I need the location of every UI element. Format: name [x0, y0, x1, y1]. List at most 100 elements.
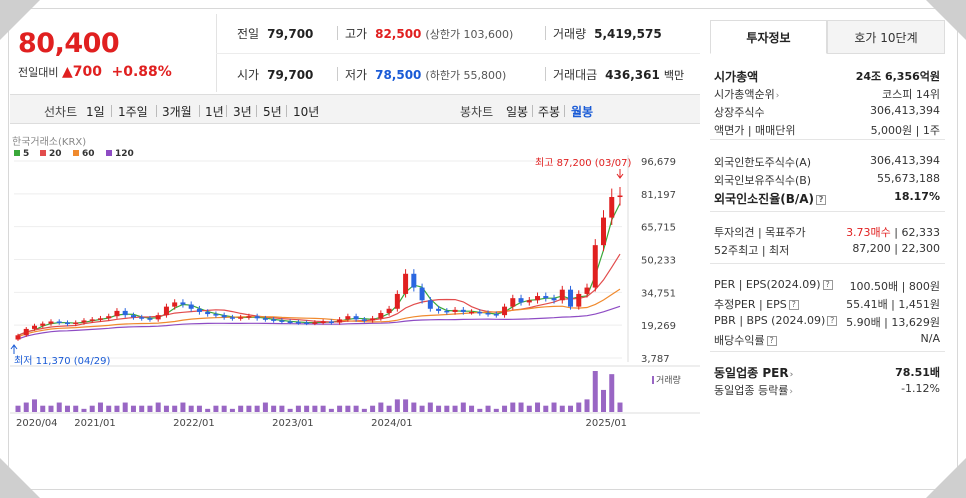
stat-high: 고가 82,500 (상한가 103,600)	[345, 25, 513, 42]
volume-bar	[543, 405, 549, 412]
tab-3y[interactable]: 3년	[233, 105, 252, 119]
candle-body	[97, 318, 103, 320]
sector-change-row[interactable]: 동일업종 등락률› -1.12%	[714, 382, 940, 398]
tab-1w[interactable]: 1주일	[118, 105, 148, 119]
y-tick-label: 65,715	[641, 223, 676, 234]
candle-body	[361, 319, 367, 321]
chart-grid	[14, 160, 622, 359]
volume-bar	[361, 408, 367, 412]
lower-limit: (하한가 55,800)	[425, 69, 507, 82]
market-cap-rank-row[interactable]: 시가총액순위› 코스피 14위	[714, 86, 940, 102]
candle-body	[535, 296, 541, 301]
foreign-section: 외국인한도주식수(A) 306,413,394 외국인보유주식수(B) 55,6…	[710, 148, 945, 212]
par-row: 액면가 | 매매단위 5,000원 | 1주	[714, 122, 940, 138]
volume-bar	[551, 402, 557, 412]
volume-bar	[584, 399, 590, 412]
prev-diff-label: 전일대비	[18, 66, 59, 79]
row-label: 시가총액	[714, 70, 759, 84]
candle-body	[73, 322, 79, 325]
row-value: 3.73매수 | 62,333	[846, 226, 940, 239]
row-value: N/A	[920, 332, 940, 345]
row-label: 52주최고 | 최저	[714, 244, 790, 257]
ma-line-60	[17, 288, 621, 338]
candle-body	[81, 320, 87, 323]
help-icon[interactable]: ?	[827, 316, 838, 326]
volume-bar	[592, 371, 598, 412]
market-cap-row: 시가총액 24조 6,356억원	[714, 68, 940, 84]
row-value: 100.50배 | 800원	[849, 280, 940, 293]
stat-label: 전일	[237, 27, 260, 41]
volume-bar	[609, 374, 615, 412]
price-block: 80,400 전일대비 ▲700 +0.88%	[10, 14, 215, 92]
row-label: 투자의견 | 목표주가	[714, 226, 806, 239]
candle-body	[320, 321, 326, 323]
volume-bar	[394, 399, 400, 412]
candle-body	[394, 293, 400, 309]
chevron-right-icon: ›	[789, 387, 793, 397]
candle-body	[427, 300, 433, 309]
volume-bar	[444, 405, 450, 412]
volume-bar	[163, 405, 169, 412]
candle-body	[403, 273, 409, 294]
y-tick-label: 96,679	[641, 157, 676, 168]
volume-bar	[40, 405, 46, 412]
legend-swatch	[40, 150, 46, 156]
candle-body	[411, 273, 417, 288]
tab-1y[interactable]: 1년	[205, 105, 224, 119]
info-tabs: 투자정보 호가 10단계	[710, 20, 945, 54]
candle-body	[526, 300, 532, 303]
candle-body	[139, 317, 145, 319]
tab-3m[interactable]: 3개월	[162, 105, 192, 119]
max-arrow-icon	[616, 169, 624, 179]
sector-per-row[interactable]: 동일업종 PER› 78.51배	[714, 364, 940, 380]
row-label: PER | EPS(2024.09)?	[714, 278, 833, 291]
volume-bar	[147, 405, 153, 412]
tab-investment-info[interactable]: 투자정보	[710, 20, 827, 54]
divider	[216, 53, 700, 54]
y-tick-label: 3,787	[641, 354, 670, 365]
candle-body	[312, 322, 318, 324]
candle-body	[229, 317, 235, 319]
corner-decoration	[0, 0, 40, 40]
row-value: 55,673,188	[877, 172, 940, 185]
help-icon[interactable]: ?	[822, 280, 833, 290]
y-tick-label: 50,233	[641, 256, 676, 267]
stat-value: 79,700	[267, 68, 314, 82]
stat-value: 79,700	[267, 27, 314, 41]
volume-bar	[73, 405, 79, 412]
divider	[286, 105, 287, 117]
x-tick-label: 2020/04	[16, 418, 58, 429]
volume-bar	[526, 405, 532, 412]
candle-body	[31, 325, 37, 329]
help-icon[interactable]: ?	[766, 336, 777, 346]
tab-5y[interactable]: 5년	[263, 105, 282, 119]
source-label: 한국거래소(KRX)	[12, 136, 86, 148]
stat-label: 거래량	[553, 27, 587, 41]
volume-bar	[246, 405, 252, 412]
opinion-value: 3.73매수	[846, 226, 891, 239]
row-value: -1.12%	[901, 382, 940, 395]
tab-daily[interactable]: 일봉	[506, 105, 529, 119]
help-icon[interactable]: ?	[816, 194, 827, 205]
tab-1d[interactable]: 1일	[86, 105, 105, 119]
tab-weekly[interactable]: 주봉	[538, 105, 561, 119]
divider	[545, 67, 546, 81]
row-label: 시가총액순위›	[714, 86, 779, 102]
dividend-row: 배당수익률? N/A	[714, 332, 940, 348]
help-icon[interactable]: ?	[788, 300, 799, 310]
volume-bar	[122, 402, 128, 412]
candle-body	[617, 195, 623, 198]
row-value: 55.41배 | 1,451원	[846, 298, 940, 311]
tab-10y[interactable]: 10년	[293, 105, 320, 119]
legend-label: 5	[23, 149, 29, 159]
tab-order-book[interactable]: 호가 10단계	[827, 20, 945, 54]
volume-bar	[229, 408, 235, 412]
candle-body	[130, 315, 136, 318]
stat-volume: 거래량 5,419,575	[553, 25, 662, 42]
volume-bar	[378, 402, 384, 412]
volume-bar	[535, 402, 541, 412]
tab-monthly[interactable]: 월봉	[571, 105, 594, 119]
candle-body	[114, 310, 120, 317]
candle-body	[543, 296, 549, 299]
volume-bar	[271, 405, 277, 412]
